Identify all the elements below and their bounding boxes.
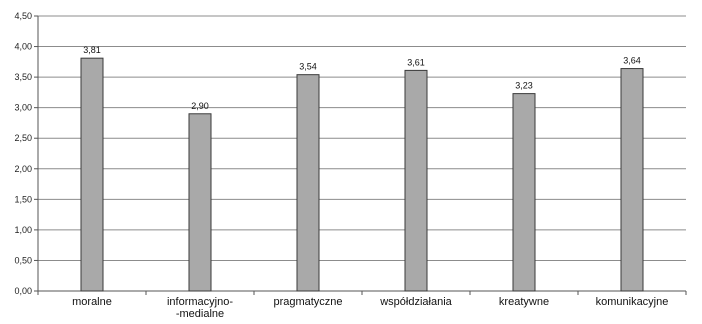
x-category-label: moralne xyxy=(72,296,112,308)
x-category-label: współdziałania xyxy=(379,296,452,308)
x-category-label: informacyjno--medialne xyxy=(167,296,233,320)
y-tick-label: 1,00 xyxy=(14,225,32,235)
y-tick-label: 4,50 xyxy=(14,11,32,21)
y-tick-label: 1,50 xyxy=(14,194,32,204)
y-tick-label: 0,50 xyxy=(14,255,32,265)
x-category-label: kreatywne xyxy=(499,296,549,308)
y-tick-labels: 0,00 0,50 1,00 1,50 2,00 2,50 3,00 3,50 4,00 4,50 xyxy=(14,11,32,296)
bar-value-label: 3,64 xyxy=(623,56,641,66)
value-labels: 3,81 2,90 3,54 3,61 3,23 3,64 xyxy=(83,45,641,111)
y-tick-label: 0,00 xyxy=(14,286,32,296)
category-labels: moralne informacyjno--medialne pragmatyczn… xyxy=(72,296,668,320)
y-tick-label: 4,00 xyxy=(14,42,32,52)
bar xyxy=(404,69,428,292)
bar xyxy=(512,93,536,292)
bar xyxy=(296,74,320,292)
bars xyxy=(80,57,644,292)
x-category-label: komunikacyjne xyxy=(596,296,669,308)
bar-value-label: 2,90 xyxy=(191,101,209,111)
bar xyxy=(188,113,212,292)
axes xyxy=(34,15,687,295)
gridlines xyxy=(38,15,686,261)
bar-value-label: 3,23 xyxy=(515,81,533,91)
bar xyxy=(620,68,644,292)
x-category-label: pragmatyczne xyxy=(273,296,342,308)
bar xyxy=(80,57,104,292)
bar-value-label: 3,81 xyxy=(83,45,101,55)
y-tick-label: 3,00 xyxy=(14,103,32,113)
bar-value-label: 3,61 xyxy=(407,57,425,67)
y-tick-label: 3,50 xyxy=(14,72,32,82)
y-tick-label: 2,00 xyxy=(14,164,32,174)
y-tick-label: 2,50 xyxy=(14,133,32,143)
bar-value-label: 3,54 xyxy=(299,62,317,72)
